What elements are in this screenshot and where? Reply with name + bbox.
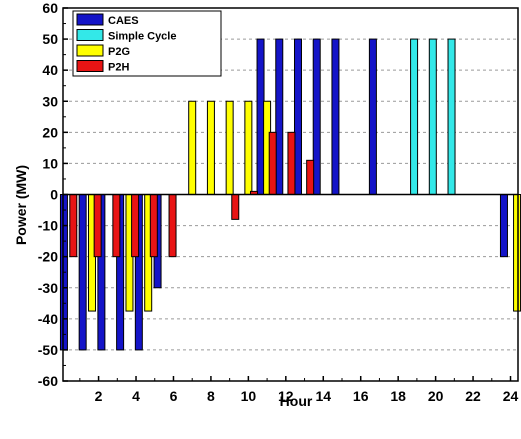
x-tick-label: 22 xyxy=(465,388,481,404)
legend: CAES Simple Cycle P2G P2H xyxy=(72,10,222,77)
bar-p2g xyxy=(188,100,197,195)
x-tick-label: 4 xyxy=(132,388,140,404)
grid-layer xyxy=(63,38,518,351)
bar-p2g xyxy=(244,100,253,195)
bar-p2h xyxy=(287,131,296,195)
bar-p2h xyxy=(131,194,140,258)
x-axis-title: Hour xyxy=(280,393,313,409)
y-tick-label: -30 xyxy=(38,280,58,296)
y-tick-label: 40 xyxy=(42,62,58,78)
legend-label: P2G xyxy=(108,46,130,58)
y-tick-label: 10 xyxy=(42,155,58,171)
bar-simple-cycle xyxy=(428,38,437,195)
bar-caes xyxy=(312,38,321,195)
x-tick-label: 20 xyxy=(428,388,444,404)
bar-p2h xyxy=(93,194,102,258)
x-tick-label: 16 xyxy=(353,388,369,404)
bar-p2g xyxy=(206,100,215,195)
y-axis-title: Power (MW) xyxy=(13,165,29,245)
bar-simple-cycle xyxy=(410,38,419,195)
bar-p2h xyxy=(268,131,277,195)
bar-caes xyxy=(368,38,377,195)
bar-simple-cycle xyxy=(447,38,456,195)
y-tick-label: 50 xyxy=(42,31,58,47)
x-tick-label: 10 xyxy=(241,388,257,404)
bar-caes xyxy=(499,194,508,258)
x-tick-label: 12 xyxy=(278,388,294,404)
y-tick-label: -40 xyxy=(38,311,58,327)
legend-swatch xyxy=(76,13,104,26)
bar-caes xyxy=(256,38,265,195)
x-tick-label: 24 xyxy=(503,388,519,404)
bar-p2h xyxy=(69,194,78,258)
bar-caes xyxy=(275,38,284,195)
legend-swatch xyxy=(76,29,104,41)
bar-p2g xyxy=(513,194,521,312)
bar-caes xyxy=(78,194,87,351)
legend-label: Simple Cycle xyxy=(108,31,176,43)
bar-p2h xyxy=(168,194,177,258)
y-tick-label: -60 xyxy=(38,373,58,389)
x-tick-label: 8 xyxy=(207,388,215,404)
legend-swatch xyxy=(76,60,104,72)
bar-caes xyxy=(331,38,340,195)
y-tick-label: 0 xyxy=(50,187,58,203)
legend-label: P2H xyxy=(108,62,129,74)
bar-p2h xyxy=(306,159,315,195)
y-tick-label: -20 xyxy=(38,249,58,265)
y-tick-label: -50 xyxy=(38,342,58,358)
plot-frame xyxy=(62,7,519,382)
bar-p2h xyxy=(112,194,121,258)
bar-p2g xyxy=(225,100,234,195)
y-tick-label: 60 xyxy=(42,0,58,16)
y-tick-label: -10 xyxy=(38,218,58,234)
x-tick-label: 2 xyxy=(95,388,103,404)
legend-swatch xyxy=(76,44,104,57)
bars-layer xyxy=(59,38,521,351)
x-tick-label: 18 xyxy=(390,388,406,404)
bar-p2h xyxy=(149,194,158,258)
x-tick-label: 14 xyxy=(315,388,331,404)
bar-caes xyxy=(293,38,302,195)
legend-label: CAES xyxy=(108,15,139,27)
x-tick-label: 6 xyxy=(170,388,178,404)
bar-p2h xyxy=(231,194,240,220)
y-tick-label: 30 xyxy=(42,93,58,109)
y-tick-label: 20 xyxy=(42,124,58,140)
